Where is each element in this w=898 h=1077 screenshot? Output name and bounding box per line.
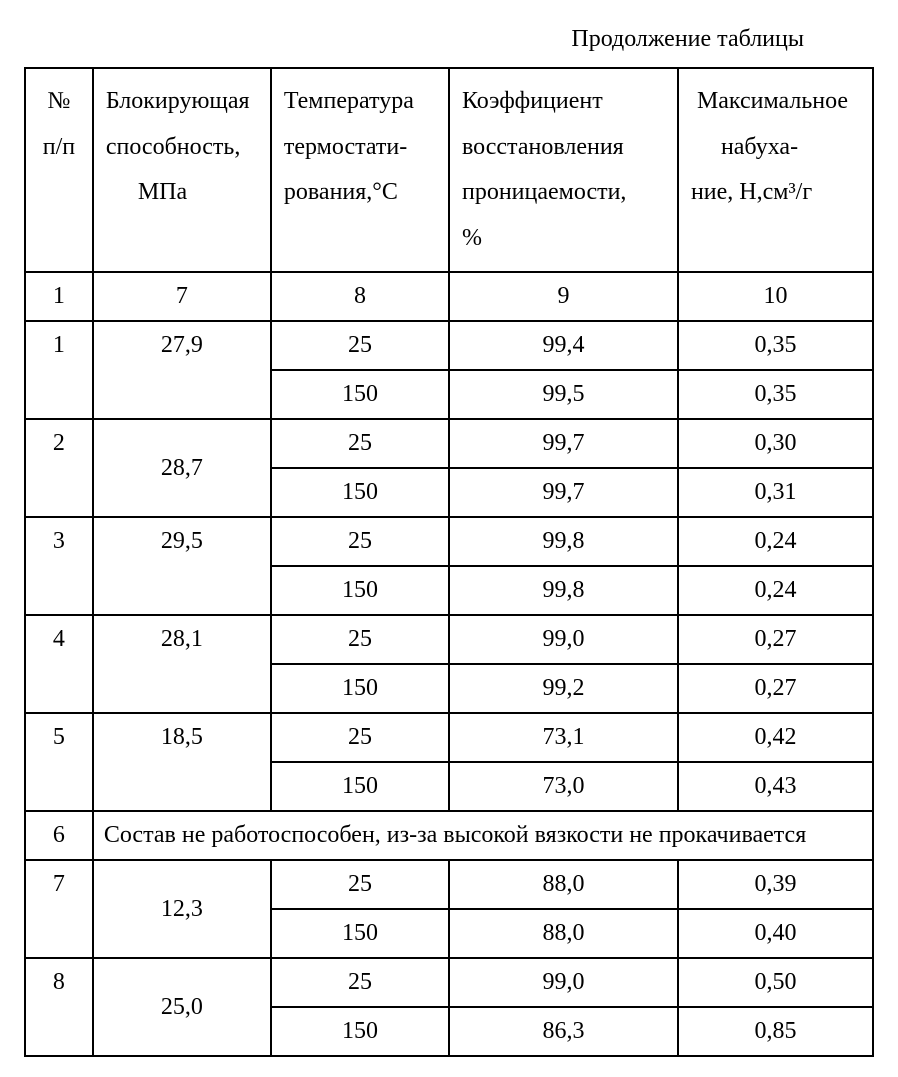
- cell-block: 12,3: [93, 860, 271, 958]
- cell-block: 18,5: [93, 713, 271, 811]
- header-text: п/п: [43, 134, 75, 160]
- cell-temp: 25: [271, 517, 449, 566]
- cell-temp: 150: [271, 566, 449, 615]
- cell-coef: 99,5: [449, 370, 678, 419]
- subheader-row: 1 7 8 9 10: [25, 272, 873, 321]
- header-text: №: [47, 88, 70, 114]
- cell-block: 29,5: [93, 517, 271, 615]
- cell-swell: 0,35: [678, 321, 873, 370]
- cell-index: 5: [25, 713, 93, 811]
- header-col4: Коэффициент восстановления проницаемости…: [449, 68, 678, 272]
- header-text: Максимальное: [691, 88, 848, 114]
- cell-coef: 99,4: [449, 321, 678, 370]
- header-text: МПа: [106, 179, 187, 205]
- header-text: ние, Н,см³/г: [691, 179, 812, 205]
- header-col3: Температура термостати- рования,°С: [271, 68, 449, 272]
- cell-swell: 0,43: [678, 762, 873, 811]
- cell: 7: [93, 272, 271, 321]
- table-row: 1 27,9 25 99,4 0,35: [25, 321, 873, 370]
- cell-coef: 99,7: [449, 468, 678, 517]
- cell-temp: 150: [271, 468, 449, 517]
- cell-temp: 25: [271, 321, 449, 370]
- header-text: Коэффициент: [462, 88, 603, 114]
- table-caption: Продолжение таблицы: [24, 26, 814, 53]
- header-text: Температура: [284, 88, 414, 114]
- cell-swell: 0,85: [678, 1007, 873, 1056]
- cell-temp: 150: [271, 664, 449, 713]
- cell-coef: 99,0: [449, 958, 678, 1007]
- cell-index: 3: [25, 517, 93, 615]
- cell-coef: 88,0: [449, 860, 678, 909]
- table-row: 8 25,0 25 99,0 0,50: [25, 958, 873, 1007]
- cell-index: 7: [25, 860, 93, 958]
- cell: 9: [449, 272, 678, 321]
- table-row: 3 29,5 25 99,8 0,24: [25, 517, 873, 566]
- table-body: 1 7 8 9 10 1 27,9 25 99,4 0,35 150 99,5 …: [25, 272, 873, 1056]
- cell-index: 6: [25, 811, 93, 860]
- cell-index: 2: [25, 419, 93, 517]
- header-text: %: [462, 225, 482, 251]
- cell-coef: 86,3: [449, 1007, 678, 1056]
- cell-temp: 150: [271, 370, 449, 419]
- header-text: рования,°С: [284, 179, 398, 205]
- cell-coef: 88,0: [449, 909, 678, 958]
- cell-index: 8: [25, 958, 93, 1056]
- cell-swell: 0,30: [678, 419, 873, 468]
- data-table: № п/п Блокирующая способность, МПа Темпе…: [24, 67, 874, 1057]
- cell-block: 28,1: [93, 615, 271, 713]
- header-col1: № п/п: [25, 68, 93, 272]
- cell-coef: 99,0: [449, 615, 678, 664]
- cell-temp: 25: [271, 713, 449, 762]
- cell-temp: 25: [271, 958, 449, 1007]
- cell-swell: 0,27: [678, 664, 873, 713]
- cell-block: 28,7: [93, 419, 271, 517]
- header-row: № п/п Блокирующая способность, МПа Темпе…: [25, 68, 873, 272]
- cell-swell: 0,40: [678, 909, 873, 958]
- header-text: набуха-: [691, 134, 798, 160]
- cell-coef: 73,0: [449, 762, 678, 811]
- cell-block: 27,9: [93, 321, 271, 419]
- cell-coef: 99,8: [449, 566, 678, 615]
- cell-coef: 99,8: [449, 517, 678, 566]
- cell-temp: 25: [271, 860, 449, 909]
- header-col5: Максимальное набуха- ние, Н,см³/г: [678, 68, 873, 272]
- table-row: 6 Состав не работоспособен, из-за высоко…: [25, 811, 873, 860]
- cell-swell: 0,24: [678, 517, 873, 566]
- cell-coef: 99,7: [449, 419, 678, 468]
- cell-temp: 25: [271, 419, 449, 468]
- header-col2: Блокирующая способность, МПа: [93, 68, 271, 272]
- header-text: Блокирующая: [106, 88, 250, 114]
- cell-swell: 0,27: [678, 615, 873, 664]
- cell-coef: 73,1: [449, 713, 678, 762]
- cell-temp: 150: [271, 909, 449, 958]
- cell-index: 1: [25, 321, 93, 419]
- table-row: 7 12,3 25 88,0 0,39: [25, 860, 873, 909]
- cell-swell: 0,24: [678, 566, 873, 615]
- cell-swell: 0,42: [678, 713, 873, 762]
- cell-index: 4: [25, 615, 93, 713]
- header-text: проницаемости,: [462, 179, 626, 205]
- table-row: 5 18,5 25 73,1 0,42: [25, 713, 873, 762]
- cell: 1: [25, 272, 93, 321]
- cell-coef: 99,2: [449, 664, 678, 713]
- table-row: 2 28,7 25 99,7 0,30: [25, 419, 873, 468]
- header-text: способность,: [106, 134, 240, 160]
- cell-swell: 0,50: [678, 958, 873, 1007]
- cell-temp: 25: [271, 615, 449, 664]
- cell-note: Состав не работоспособен, из-за высокой …: [93, 811, 873, 860]
- cell-block: 25,0: [93, 958, 271, 1056]
- cell: 10: [678, 272, 873, 321]
- header-text: восстановления: [462, 134, 624, 160]
- header-text: термостати-: [284, 134, 407, 160]
- cell-swell: 0,35: [678, 370, 873, 419]
- cell-swell: 0,39: [678, 860, 873, 909]
- cell: 8: [271, 272, 449, 321]
- table-row: 4 28,1 25 99,0 0,27: [25, 615, 873, 664]
- cell-swell: 0,31: [678, 468, 873, 517]
- cell-temp: 150: [271, 1007, 449, 1056]
- cell-temp: 150: [271, 762, 449, 811]
